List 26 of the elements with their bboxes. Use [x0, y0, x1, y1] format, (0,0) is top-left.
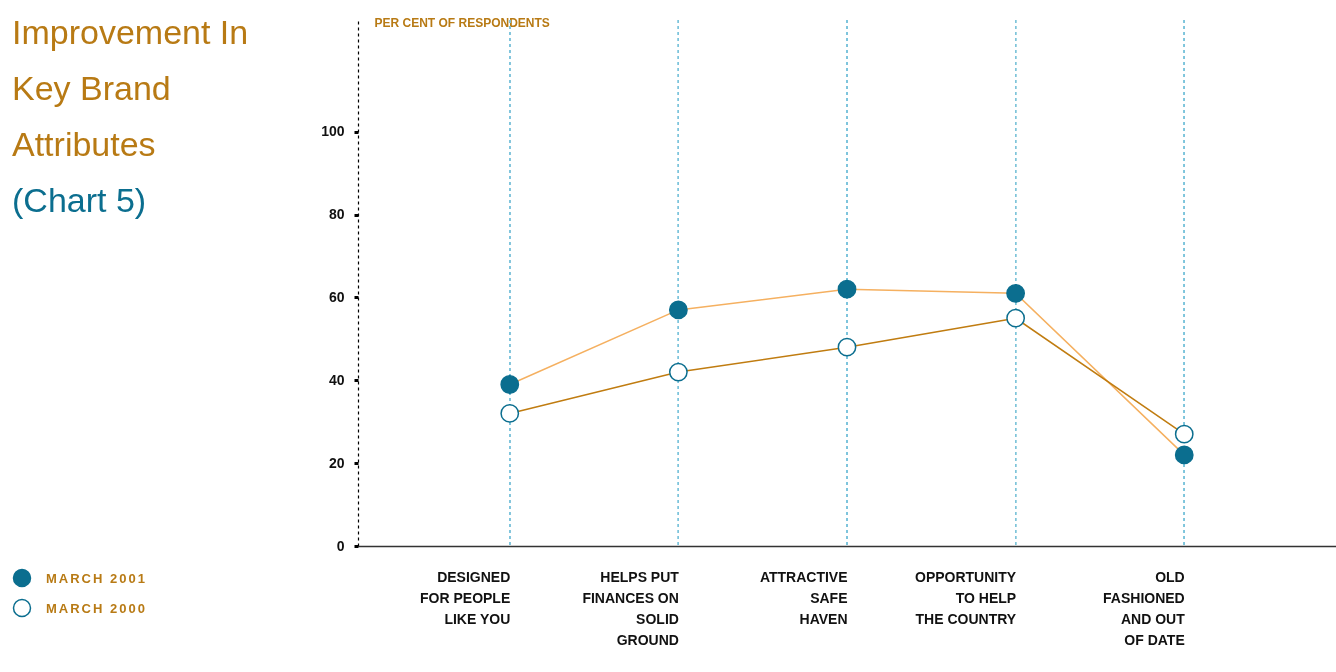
point	[1174, 445, 1194, 465]
y-tick-label: 40	[328, 371, 345, 388]
y-tick-label: 60	[328, 289, 345, 305]
point	[1006, 308, 1026, 328]
point	[500, 375, 520, 394]
point	[668, 300, 688, 320]
x-tick-label: HELPS PUT FINANCES ON SOLID GROUND	[582, 568, 680, 648]
legend-label: MARCH 2001	[46, 570, 147, 586]
y-axis-title: PER CENT OF RESPONDENTS	[374, 15, 550, 30]
y-tick-label: 80	[328, 206, 345, 223]
point	[1174, 424, 1194, 444]
x-tick-label: ATTRACTIVE SAFE HAVEN	[759, 568, 848, 627]
x-tick-label: OPPORTUNITY TO HELP THE COUNTRY	[915, 568, 1017, 627]
point	[837, 279, 857, 299]
legend-label: MARCH 2000	[46, 600, 147, 616]
x-tick-label: DESIGNED FOR PEOPLE LIKE YOU	[420, 568, 511, 627]
y-tick-label: 100	[321, 123, 345, 140]
point	[1006, 283, 1026, 303]
point	[500, 404, 520, 423]
text: Improvement In Key Brand Attributes	[12, 12, 250, 165]
point	[668, 362, 688, 382]
y-tick-label: 0	[336, 537, 345, 554]
y-tick-label: 20	[328, 454, 345, 471]
x-tick-label: OLD FASHIONED AND OUT OF DATE	[1103, 568, 1186, 648]
point	[837, 337, 857, 357]
text: (Chart 5)	[12, 180, 148, 221]
